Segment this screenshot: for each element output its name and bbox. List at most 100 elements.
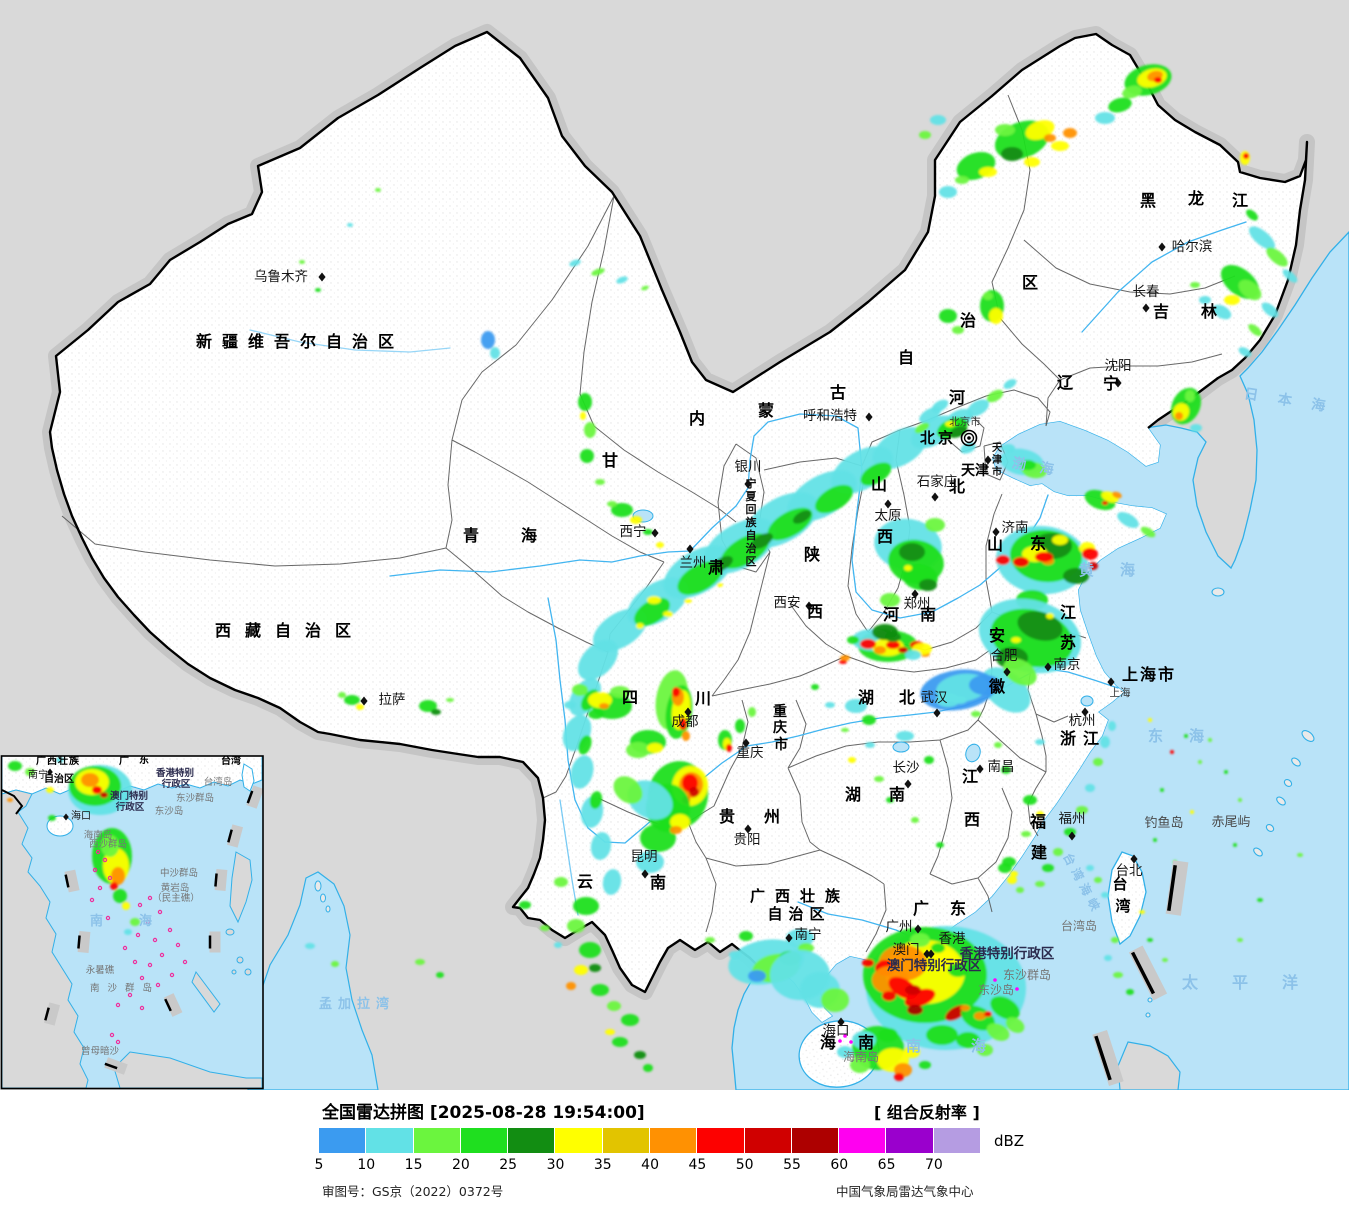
sea-label: 南海 xyxy=(90,913,188,929)
dbz-tick-5: 5 xyxy=(314,1157,324,1173)
echo-cell xyxy=(569,259,581,267)
city-label: 长春 xyxy=(1133,284,1161,300)
echo-cell xyxy=(577,639,619,681)
echo-cell xyxy=(589,964,601,972)
reef-speck xyxy=(849,1040,853,1044)
echo-cell xyxy=(46,787,54,793)
echo-cell xyxy=(1261,302,1279,318)
echo-cell xyxy=(969,675,1001,695)
echo-cell xyxy=(1147,938,1153,942)
map-approval-number: 审图号：GS京（2022）0372号 xyxy=(322,1184,504,1199)
echo-cell xyxy=(672,687,680,697)
province-label: 东 xyxy=(1030,534,1046,553)
dash-segment xyxy=(246,790,254,804)
dash-shadow xyxy=(77,931,91,953)
echo-cell xyxy=(1175,412,1183,420)
city-label: 呼和浩特 xyxy=(803,408,857,424)
radar-echoes xyxy=(299,64,1303,1081)
echo-cell xyxy=(886,797,894,803)
inset-hainan xyxy=(46,815,74,837)
echo-cell xyxy=(1266,247,1288,267)
echo-cell xyxy=(566,982,576,990)
echo-cell xyxy=(1101,892,1109,898)
echo-cell xyxy=(299,260,305,264)
echo-cell xyxy=(1238,347,1252,357)
dash-shadow xyxy=(1128,945,1168,1001)
dbz-tick-25: 25 xyxy=(499,1157,518,1173)
city-marker xyxy=(976,764,984,774)
echo-cell xyxy=(860,462,892,486)
echo-cell xyxy=(419,700,437,712)
echo-cell xyxy=(1036,811,1044,817)
city-marker xyxy=(1003,667,1011,677)
echo-cell xyxy=(1199,296,1211,304)
echo-cell xyxy=(898,647,908,653)
city-label: 沈阳 xyxy=(1105,358,1132,374)
small-label: 北京市 xyxy=(949,415,981,428)
reef-speck xyxy=(843,1034,847,1038)
city-label: 杭州 xyxy=(1069,713,1096,729)
province-label: 区 xyxy=(1022,273,1038,292)
reef-mark xyxy=(155,982,161,988)
dash-segment xyxy=(1167,864,1177,912)
echo-cell xyxy=(1246,209,1258,221)
echo-cell xyxy=(578,735,592,755)
province-label: 台湾 xyxy=(221,754,241,767)
echo-cell xyxy=(570,755,594,789)
dash-line-segments xyxy=(1092,860,1189,1087)
lakes xyxy=(632,509,1094,763)
city-marker xyxy=(360,696,368,706)
province-label: 西 xyxy=(807,602,823,621)
echo-cell xyxy=(100,792,108,798)
province-label: 山 xyxy=(987,535,1003,554)
echo-cell xyxy=(572,684,588,696)
map-title: 全国雷达拼图 [2025-08-28 19:54:00] xyxy=(322,1103,645,1123)
echo-cell xyxy=(995,124,1015,136)
echo-cell xyxy=(894,1073,904,1081)
echo-cell xyxy=(1190,282,1200,288)
echo-cell xyxy=(931,399,949,413)
reef-specks xyxy=(838,978,1019,1044)
echo-cell xyxy=(481,331,495,349)
echo-cell xyxy=(841,728,849,732)
reef-mark xyxy=(137,902,143,908)
echo-cell xyxy=(1046,613,1054,619)
inset-border xyxy=(0,755,264,1090)
echo-cell xyxy=(919,1061,931,1069)
reef-mark xyxy=(152,937,158,943)
dbz-tick-30: 30 xyxy=(546,1157,565,1173)
province-label: 东 xyxy=(950,899,966,918)
echo-cell xyxy=(1011,637,1021,643)
city-marker xyxy=(318,272,326,282)
province-label: 自 xyxy=(898,348,914,367)
echo-cell xyxy=(880,593,900,607)
echo-cell xyxy=(821,988,849,1012)
echo-cell xyxy=(1297,853,1303,857)
province-label: 林 xyxy=(1201,302,1217,321)
echo-cell xyxy=(705,937,715,943)
province-label: 广 xyxy=(119,754,129,767)
inset-cn-vn-border xyxy=(1,789,24,815)
island-label: 钓鱼岛 xyxy=(1144,815,1183,831)
echo-cell xyxy=(25,768,35,776)
echo-cell xyxy=(974,1012,986,1020)
sea-label: 东海 xyxy=(1148,727,1230,745)
city-marker xyxy=(742,738,750,748)
echo-cell xyxy=(1035,739,1045,745)
island-label: 西沙群岛 xyxy=(89,838,127,850)
echo-cell xyxy=(1126,989,1134,995)
echo-cell xyxy=(1233,843,1237,847)
echo-cell xyxy=(677,561,723,595)
province-label: 西 xyxy=(877,527,893,546)
island-label: 东沙群岛 xyxy=(176,792,214,804)
province-label: 市 xyxy=(774,736,788,753)
echo-cell xyxy=(905,650,921,660)
city-marker xyxy=(927,949,935,959)
echo-cell xyxy=(580,412,586,420)
echo-cell xyxy=(1248,226,1276,250)
city-marker xyxy=(744,824,752,834)
city-marker xyxy=(805,601,813,611)
echo-cell xyxy=(8,761,22,771)
echo-cell xyxy=(1104,955,1112,961)
echo-cell xyxy=(122,902,130,910)
